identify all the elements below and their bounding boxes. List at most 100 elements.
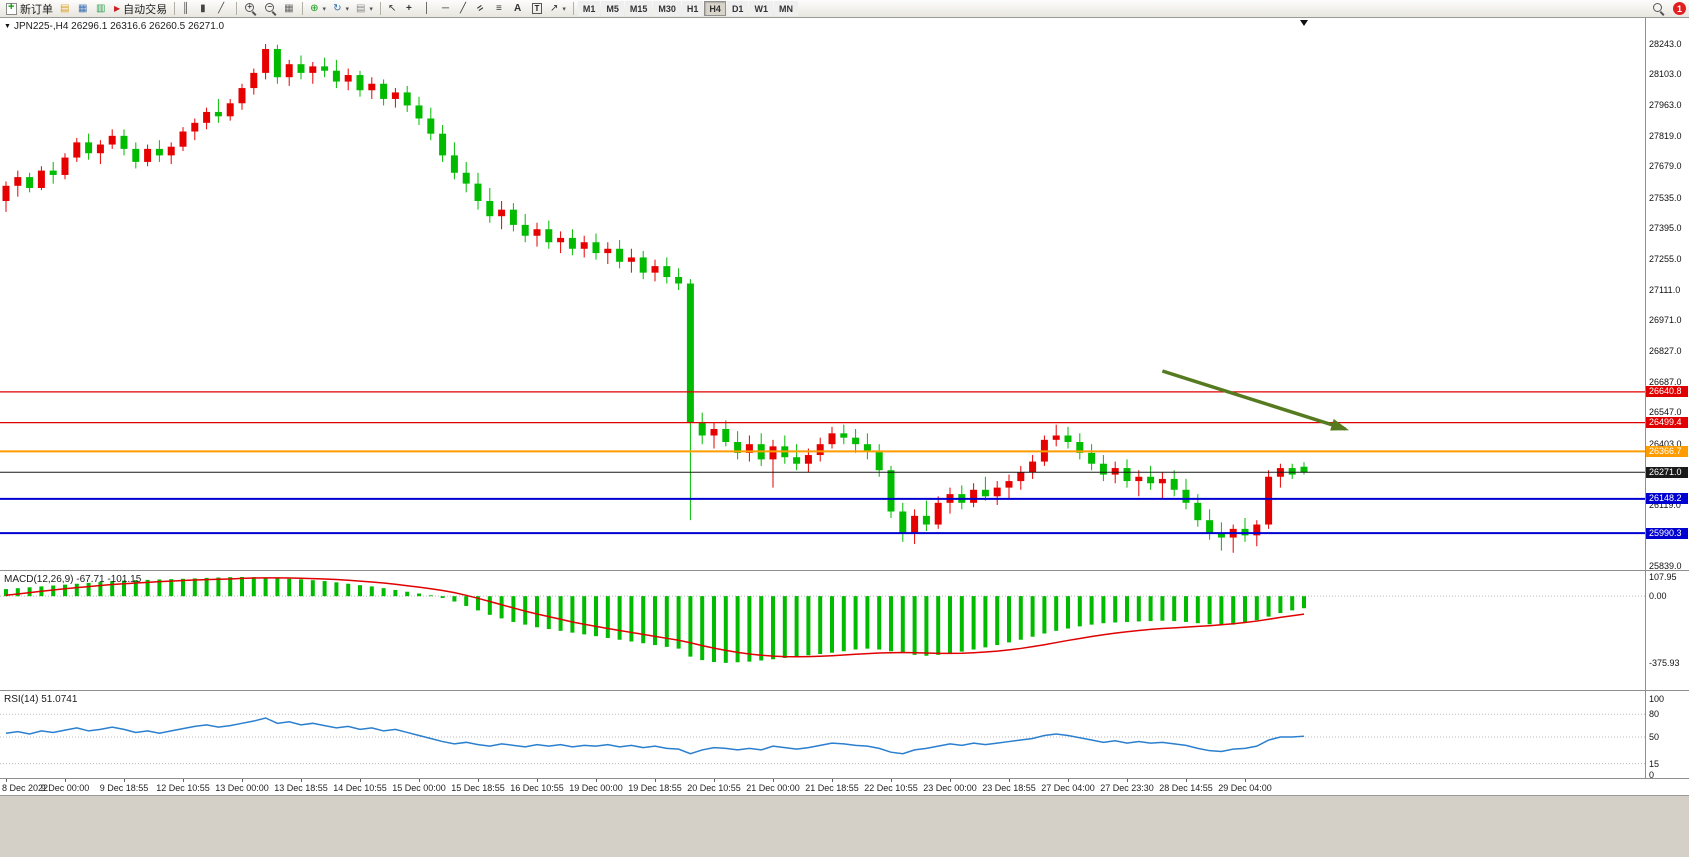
time-axis-tick	[950, 779, 951, 782]
timeframe-w1[interactable]: W1	[749, 1, 773, 16]
time-axis-label: 19 Dec 00:00	[569, 783, 623, 793]
time-axis-label: 21 Dec 00:00	[746, 783, 800, 793]
timeframe-d1[interactable]: D1	[726, 1, 749, 16]
new-order-button[interactable]: 新订单	[3, 1, 56, 17]
crosshair-button[interactable]: +	[403, 1, 420, 17]
macd-panel[interactable]: MACD(12,26,9) -67.71 -101.15	[0, 571, 1645, 691]
macd-axis-label: 0.00	[1649, 591, 1667, 602]
cursor-button[interactable]: ↖	[385, 1, 402, 17]
candle	[899, 502, 907, 542]
candle	[852, 428, 860, 453]
horizontal-line-button[interactable]: ─	[439, 1, 456, 17]
time-axis-label: 8 Dec 2022	[2, 783, 49, 793]
line-chart-button[interactable]: ╱	[215, 1, 232, 17]
candle	[722, 420, 730, 447]
zoom-in-button[interactable]: +	[241, 1, 260, 17]
fibonacci-button[interactable]: ≡	[493, 1, 510, 17]
candle	[73, 138, 81, 162]
candle	[155, 140, 163, 162]
templates-button[interactable]: ▤ ▾	[353, 1, 376, 17]
trendline-button[interactable]: ╱	[457, 1, 474, 17]
panel-separator[interactable]	[0, 570, 1689, 571]
price-axis-label: 26403.0	[1649, 438, 1682, 449]
vertical-line-button[interactable]: │	[421, 1, 438, 17]
time-axis-tick	[65, 779, 66, 782]
notification-badge[interactable]: 1	[1673, 2, 1686, 15]
price-axis[interactable]: 28243.0 28103.0 27963.0 27819.0 27679.0 27535…	[1645, 0, 1689, 795]
text-label-button[interactable]: T	[529, 1, 546, 17]
timeframe-h4[interactable]: H4	[704, 1, 726, 16]
chart-title: ▼ JPN225-,H4 26296.1 26316.6 26260.5 2627…	[4, 21, 224, 32]
arrows-button[interactable]: ↗ ▾	[547, 1, 569, 17]
candles	[2, 44, 1308, 553]
time-axis-label: 20 Dec 10:55	[687, 783, 741, 793]
candle	[391, 88, 399, 108]
text-button[interactable]: A	[511, 1, 528, 17]
timeframe-m30[interactable]: M30	[653, 1, 681, 16]
main-chart-canvas[interactable]	[0, 18, 1645, 571]
toolbar-separator	[572, 2, 574, 15]
collapse-chart-icon[interactable]: ▼	[4, 23, 11, 30]
candle	[285, 59, 293, 86]
candle	[1206, 509, 1214, 540]
timeframe-mn[interactable]: MN	[773, 1, 798, 16]
indicators-button[interactable]: ⊕ ▾	[307, 1, 329, 17]
indicators-icon: ⊕	[310, 2, 319, 14]
price-tag: 25990.3	[1646, 527, 1688, 539]
candlestick-chart-button[interactable]: ▮	[197, 1, 214, 17]
navigator-button[interactable]: ▥	[93, 1, 110, 17]
auto-trading-button[interactable]: ▶ 自动交易	[111, 1, 170, 17]
time-axis-tick	[655, 779, 656, 782]
rsi-panel[interactable]: RSI(14) 51.0741	[0, 691, 1645, 779]
candle	[167, 142, 175, 165]
zoom-out-button[interactable]: −	[261, 1, 280, 17]
search-button[interactable]	[1649, 1, 1668, 17]
periods-button[interactable]: ↻ ▾	[330, 1, 352, 17]
timeframe-h1[interactable]: H1	[681, 1, 704, 16]
candle	[958, 485, 966, 510]
trend-arrow[interactable]	[1161, 369, 1350, 431]
main-panel[interactable]: ▼ JPN225-,H4 26296.1 26316.6 26260.5 2627…	[0, 18, 1645, 571]
candle	[1052, 424, 1060, 447]
timeframe-m15[interactable]: M15	[624, 1, 653, 16]
macd-signal-line	[5, 577, 1305, 658]
candle	[61, 153, 69, 180]
candle	[651, 259, 659, 282]
time-axis-label: 22 Dec 10:55	[864, 783, 918, 793]
price-axis-label: 26687.0	[1649, 376, 1682, 387]
candle	[191, 118, 199, 141]
candle	[686, 279, 694, 521]
candle	[108, 129, 116, 149]
auto-trading-label: 自动交易	[123, 3, 168, 16]
data-window-button[interactable]: ▦	[75, 1, 92, 17]
rsi-line	[5, 717, 1305, 755]
time-axis-tick	[301, 779, 302, 782]
time-axis-label: 23 Dec 00:00	[923, 783, 977, 793]
time-axis[interactable]: 8 Dec 2022 9 Dec 00:00 9 Dec 18:55 12 Dec 1…	[0, 779, 1645, 795]
candle	[557, 231, 565, 254]
rsi-canvas[interactable]	[0, 691, 1645, 779]
macd-canvas[interactable]	[0, 571, 1645, 691]
time-axis-label: 29 Dec 04:00	[1218, 783, 1272, 793]
candle	[1170, 470, 1178, 497]
panel-separator[interactable]	[0, 690, 1689, 691]
price-axis-label: 26119.0	[1649, 500, 1681, 511]
timeframe-m1[interactable]: M1	[577, 1, 601, 16]
timeframe-m5[interactable]: M5	[601, 1, 624, 16]
shift-marker[interactable]	[1300, 20, 1308, 26]
candle	[757, 433, 765, 466]
rsi-axis-label: 50	[1649, 732, 1660, 742]
fibonacci-icon: ≡	[495, 2, 502, 14]
market-watch-button[interactable]: ▤	[57, 1, 74, 17]
candle	[203, 107, 211, 130]
tile-windows-button[interactable]: ▦	[281, 1, 298, 17]
time-axis-label: 28 Dec 14:55	[1159, 783, 1213, 793]
candle	[321, 57, 329, 78]
candle	[745, 435, 753, 462]
equidistant-channel-button[interactable]: =	[475, 1, 492, 17]
rsi-label: RSI(14) 51.0741	[4, 694, 78, 705]
bar-chart-button[interactable]: ║	[179, 1, 196, 17]
candle	[37, 166, 45, 191]
candle	[380, 79, 388, 106]
rsi-axis-label: 0	[1649, 770, 1655, 780]
